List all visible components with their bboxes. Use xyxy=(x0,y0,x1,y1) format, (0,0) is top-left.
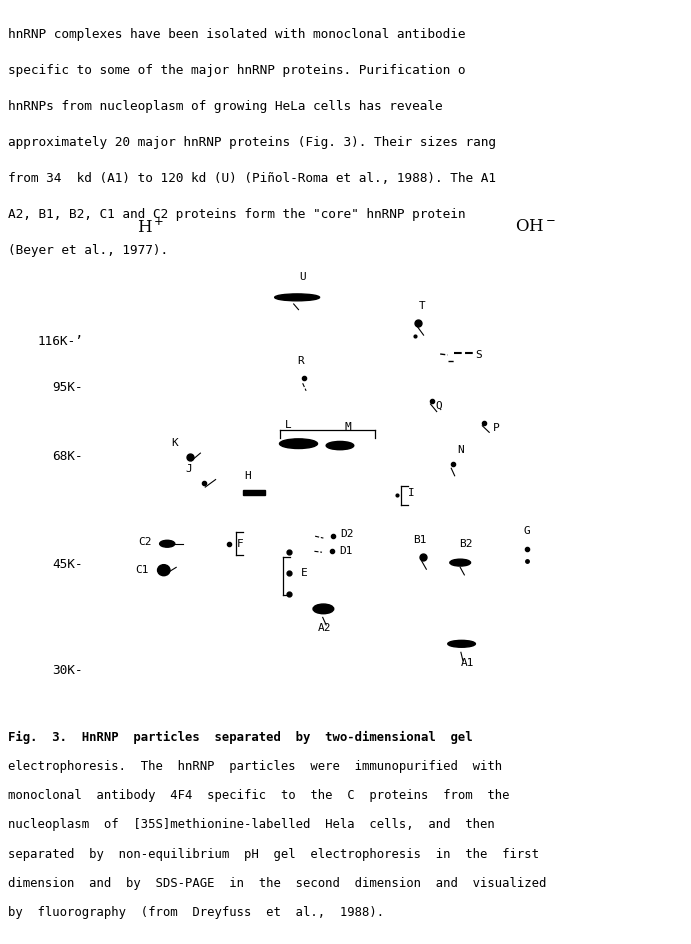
Text: R: R xyxy=(297,356,304,365)
Text: H$^+$: H$^+$ xyxy=(137,217,164,236)
Text: 30K-: 30K- xyxy=(53,664,83,677)
Ellipse shape xyxy=(274,294,319,301)
Text: by  fluorography  (from  Dreyfuss  et  al.,  1988).: by fluorography (from Dreyfuss et al., 1… xyxy=(8,906,384,919)
Text: 45K-: 45K- xyxy=(53,558,83,571)
Text: S: S xyxy=(475,350,482,360)
Text: hnRNP complexes have been isolated with monoclonal antibodie: hnRNP complexes have been isolated with … xyxy=(8,28,466,42)
Text: 95K-: 95K- xyxy=(53,380,83,394)
Text: B2: B2 xyxy=(459,539,473,548)
Text: H: H xyxy=(245,471,252,480)
Text: separated  by  non-equilibrium  pH  gel  electrophoresis  in  the  first: separated by non-equilibrium pH gel elec… xyxy=(8,848,539,861)
Text: U: U xyxy=(299,272,306,281)
Ellipse shape xyxy=(158,565,170,576)
Text: G: G xyxy=(523,526,530,535)
Text: A1: A1 xyxy=(460,658,474,667)
Text: approximately 20 major hnRNP proteins (Fig. 3). Their sizes rang: approximately 20 major hnRNP proteins (F… xyxy=(8,136,496,149)
Text: I: I xyxy=(408,488,415,497)
Text: P: P xyxy=(493,423,500,432)
Text: J: J xyxy=(185,464,192,474)
Text: Fig.  3.  HnRNP  particles  separated  by  two-dimensional  gel: Fig. 3. HnRNP particles separated by two… xyxy=(8,731,473,744)
Ellipse shape xyxy=(326,442,354,449)
Text: 116K-’: 116K-’ xyxy=(37,335,83,348)
Text: L: L xyxy=(285,420,292,430)
Ellipse shape xyxy=(450,559,471,566)
Bar xyxy=(243,490,265,496)
Text: C2: C2 xyxy=(138,537,152,547)
Text: T: T xyxy=(419,301,426,311)
Text: monoclonal  antibody  4F4  specific  to  the  C  proteins  from  the: monoclonal antibody 4F4 specific to the … xyxy=(8,789,510,802)
Text: hnRNPs from nucleoplasm of growing HeLa cells has reveale: hnRNPs from nucleoplasm of growing HeLa … xyxy=(8,100,443,113)
Text: electrophoresis.  The  hnRNP  particles  were  immunopurified  with: electrophoresis. The hnRNP particles wer… xyxy=(8,760,502,773)
Ellipse shape xyxy=(448,640,475,648)
Text: dimension  and  by  SDS-PAGE  in  the  second  dimension  and  visualized: dimension and by SDS-PAGE in the second … xyxy=(8,877,547,890)
Text: Q: Q xyxy=(435,401,442,411)
Text: nucleoplasm  of  [35S]methionine-labelled  Hela  cells,  and  then: nucleoplasm of [35S]methionine-labelled … xyxy=(8,818,495,832)
Text: (Beyer et al., 1977).: (Beyer et al., 1977). xyxy=(8,244,169,257)
Ellipse shape xyxy=(279,439,317,448)
Text: K: K xyxy=(171,438,178,447)
Text: B1: B1 xyxy=(413,535,426,545)
Text: N: N xyxy=(457,446,464,455)
Text: from 34  kd (A1) to 120 kd (U) (Piñol-Roma et al., 1988). The A1: from 34 kd (A1) to 120 kd (U) (Piñol-Rom… xyxy=(8,172,496,185)
Text: M: M xyxy=(345,422,352,431)
Ellipse shape xyxy=(160,540,175,548)
Text: C1: C1 xyxy=(135,565,149,575)
Ellipse shape xyxy=(313,604,334,614)
Text: OH$^-$: OH$^-$ xyxy=(515,218,556,235)
Text: D2: D2 xyxy=(340,530,354,539)
Text: specific to some of the major hnRNP proteins. Purification o: specific to some of the major hnRNP prot… xyxy=(8,64,466,77)
Text: 68K-: 68K- xyxy=(53,450,83,464)
Text: A2: A2 xyxy=(318,623,332,632)
Text: D1: D1 xyxy=(339,547,352,556)
Text: E: E xyxy=(301,568,307,578)
Text: A2, B1, B2, C1 and C2 proteins form the "core" hnRNP protein: A2, B1, B2, C1 and C2 proteins form the … xyxy=(8,208,466,221)
Text: F: F xyxy=(237,539,244,548)
